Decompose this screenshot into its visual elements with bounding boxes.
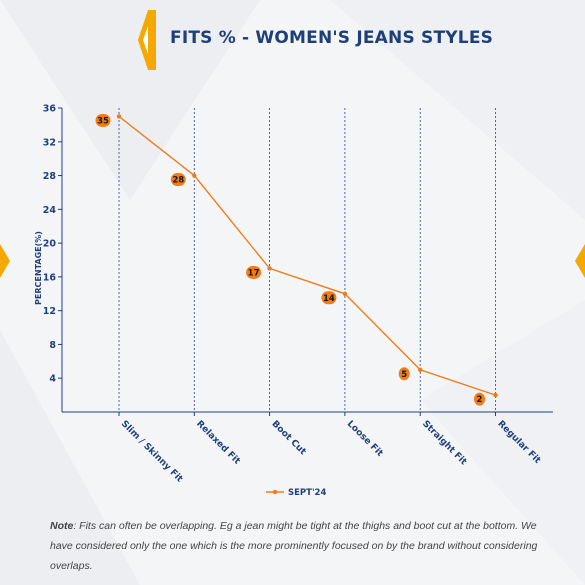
line-chart: 4 8 12 16 20 24 28 32 36 PERCENTAGE(%) Slim / Skin…	[34, 104, 553, 498]
data-label: 14	[323, 294, 335, 304]
legend-label: SEPT'24	[288, 488, 326, 498]
data-point	[418, 367, 423, 372]
page-title: FITS % - WOMEN'S JEANS STYLES	[170, 28, 494, 48]
right-arrow-icon	[575, 244, 585, 278]
y-tick-label: 16	[43, 272, 57, 283]
note-text: : Fits can often be overlapping. Eg a je…	[50, 520, 538, 572]
y-tick-label: 20	[43, 239, 57, 250]
data-label-bubble	[474, 392, 485, 406]
data-point	[493, 392, 498, 398]
x-tick-label: Slim / Skinny Fit	[119, 419, 185, 485]
x-tick-label: Regular Fit	[495, 419, 542, 466]
data-label: 17	[248, 268, 260, 278]
data-label-bubble	[246, 265, 262, 279]
data-label: 28	[172, 176, 184, 186]
x-tick-label: Relaxed Fit	[194, 419, 242, 467]
data-point	[116, 114, 122, 119]
header: FITS % - WOMEN'S JEANS STYLES	[0, 0, 585, 80]
data-point	[192, 173, 197, 178]
legend-marker	[272, 489, 278, 495]
x-tick-label: Boot Cut	[269, 419, 308, 458]
y-tick-label: 32	[43, 137, 56, 148]
brand-chevron-icon	[138, 10, 156, 70]
data-label-bubble	[95, 113, 111, 127]
data-label-bubble	[170, 173, 186, 187]
data-point	[342, 291, 348, 296]
data-label-bubble	[398, 367, 410, 381]
footnote: Note: Fits can often be overlapping. Eg …	[50, 516, 550, 576]
data-point	[267, 266, 272, 271]
x-tick-label: Straight Fit	[420, 419, 469, 468]
note-label: Note	[50, 520, 74, 532]
y-axis-label: PERCENTAGE(%)	[34, 231, 43, 305]
data-label: 2	[477, 395, 483, 405]
data-label-bubble	[321, 291, 337, 305]
x-tick-label: Loose Fit	[345, 419, 385, 459]
y-tick-label: 24	[43, 205, 57, 216]
data-label: 35	[97, 116, 109, 126]
series-line	[118, 115, 496, 396]
y-tick-label: 36	[43, 104, 57, 115]
data-label: 5	[401, 370, 407, 380]
y-tick-label: 28	[43, 171, 57, 182]
y-tick-label: 8	[49, 340, 56, 351]
y-tick-label: 4	[49, 374, 56, 385]
y-tick-label: 12	[43, 306, 56, 317]
left-arrow-icon	[0, 244, 10, 278]
